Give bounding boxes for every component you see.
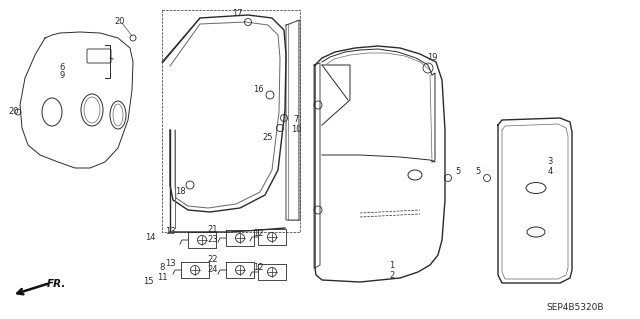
Text: 25: 25	[263, 132, 273, 142]
Text: 12: 12	[253, 263, 263, 272]
Text: 13: 13	[164, 227, 175, 236]
Text: 21: 21	[208, 226, 218, 234]
Text: 20: 20	[115, 18, 125, 26]
Text: 20: 20	[8, 108, 19, 116]
Text: 11: 11	[157, 273, 167, 283]
Text: 14: 14	[145, 233, 156, 241]
Text: 4: 4	[547, 167, 552, 176]
Text: 12: 12	[253, 228, 263, 238]
Text: 24: 24	[208, 265, 218, 275]
Text: 18: 18	[175, 188, 186, 197]
Text: 8: 8	[159, 263, 164, 272]
Text: SEP4B5320B: SEP4B5320B	[547, 303, 604, 313]
Text: 16: 16	[253, 85, 263, 94]
Text: 6: 6	[60, 63, 65, 72]
Text: 1: 1	[389, 262, 395, 271]
Text: 10: 10	[291, 125, 301, 135]
Text: FR.: FR.	[47, 279, 67, 289]
Text: 5: 5	[476, 167, 481, 175]
Text: 2: 2	[389, 271, 395, 280]
Text: 7: 7	[293, 115, 299, 124]
Text: 5: 5	[456, 167, 461, 176]
Text: 13: 13	[164, 258, 175, 268]
Text: 15: 15	[143, 278, 153, 286]
Text: 9: 9	[60, 71, 65, 80]
Text: 3: 3	[547, 158, 553, 167]
Text: 17: 17	[232, 9, 243, 18]
Text: 23: 23	[208, 235, 218, 244]
Text: 22: 22	[208, 256, 218, 264]
Text: 19: 19	[427, 54, 437, 63]
